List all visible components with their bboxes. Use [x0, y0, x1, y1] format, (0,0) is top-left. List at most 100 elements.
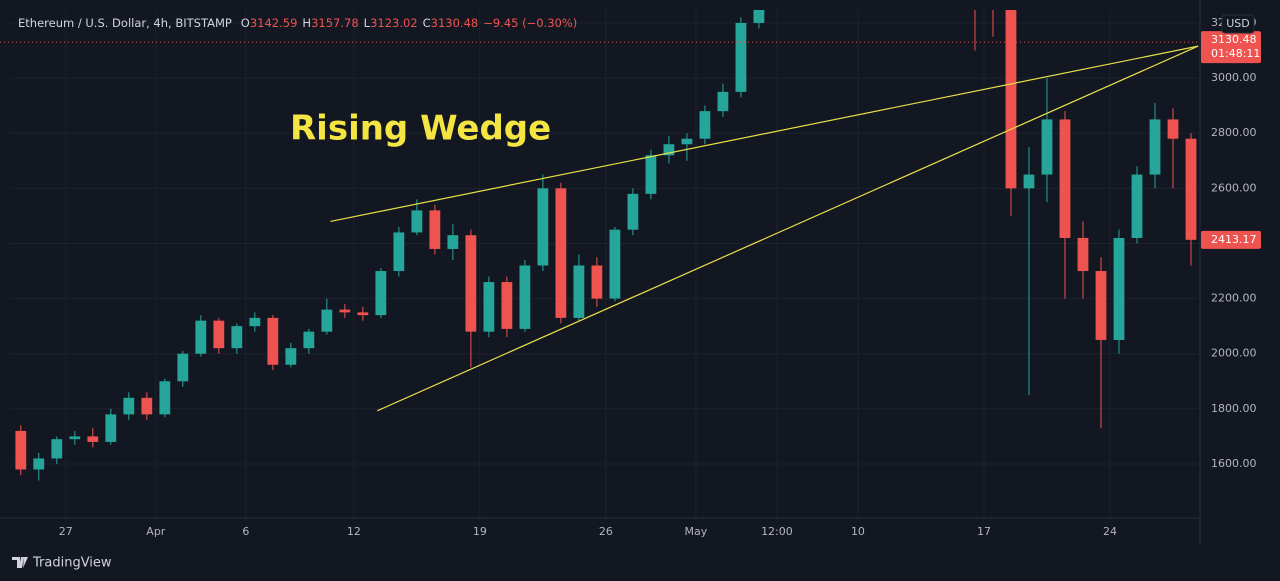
x-tick-label: 17	[977, 525, 991, 538]
candle-body	[231, 326, 243, 349]
candle-body	[33, 458, 45, 470]
candle-body	[51, 439, 63, 459]
currency: USD	[1226, 17, 1250, 30]
candle-body	[87, 436, 99, 442]
trend-line	[330, 45, 1199, 223]
candle-body	[249, 317, 261, 327]
candle-body	[1023, 174, 1035, 189]
candle-body	[1041, 119, 1053, 175]
last-price-label: 2413.17	[1211, 233, 1257, 246]
price-badge-label: 3130.48	[1211, 33, 1257, 46]
annotation: Rising Wedge	[290, 109, 551, 149]
x-tick-label: 24	[1103, 525, 1117, 538]
x-tick-label: 12:00	[761, 525, 793, 538]
candle-body	[267, 317, 279, 365]
candle-body	[717, 91, 729, 112]
candle-body	[1059, 119, 1071, 238]
candle-body	[681, 138, 693, 145]
chart-title: Ethereum / U.S. Dollar, 4h, BITSTAMP	[18, 16, 232, 30]
x-tick-label: 6	[242, 525, 249, 538]
candle-body	[1077, 237, 1089, 272]
candle-body	[177, 353, 189, 382]
candle-body	[195, 320, 207, 354]
candle-body	[105, 414, 117, 442]
ohlc-key: C	[423, 16, 431, 30]
candle-body	[537, 188, 549, 266]
candle-body	[159, 381, 171, 415]
candle-body	[69, 436, 81, 440]
y-tick-label: 2800.00	[1211, 126, 1257, 139]
trend-line	[377, 45, 1199, 412]
candle-body	[1113, 237, 1125, 340]
candle-body	[753, 10, 765, 23]
logo	[12, 557, 28, 568]
candle-body	[1005, 10, 1017, 189]
candle-body	[465, 235, 477, 332]
candle-body	[1185, 138, 1197, 240]
candle-body	[1131, 174, 1143, 238]
candle-body	[1149, 119, 1161, 175]
ohlc-value: 3142.59	[250, 16, 298, 30]
y-tick-label: 2200.00	[1211, 292, 1257, 305]
x-tick-label: 26	[599, 525, 613, 538]
ohlc-key: H	[302, 16, 311, 30]
candle-body	[1095, 271, 1107, 340]
ohlc-value: 3123.02	[370, 16, 418, 30]
candle-body	[141, 397, 153, 415]
candle-body	[645, 155, 657, 194]
price-badge	[1201, 31, 1261, 64]
candle-body	[663, 144, 675, 156]
x-tick-label: May	[685, 525, 708, 538]
candle-body	[573, 265, 585, 318]
candle-body	[483, 282, 495, 332]
candle-body	[123, 397, 135, 415]
x-tick-label: Apr	[146, 525, 166, 538]
candle-body	[699, 111, 711, 139]
candle-body	[591, 265, 603, 299]
candle-body	[1167, 119, 1179, 139]
x-tick-label: 10	[851, 525, 865, 538]
candle-body	[303, 331, 315, 349]
y-tick-label: 2600.00	[1211, 181, 1257, 194]
brand: TradingView	[32, 556, 112, 571]
ohlc-key: L	[364, 16, 371, 30]
change: −9.45 (−0.30%)	[483, 16, 577, 30]
axes: 1600.001800.002000.002200.002400.002600.…	[59, 16, 1257, 538]
candle-body	[519, 265, 531, 329]
currency-box	[1221, 14, 1255, 34]
y-tick-label: 2000.00	[1211, 347, 1257, 360]
y-tick-label: 1600.00	[1211, 457, 1257, 470]
ohlc-value: 3130.48	[431, 16, 479, 30]
x-tick-label: 12	[347, 525, 361, 538]
candle-body	[735, 22, 747, 92]
candle-body	[609, 229, 621, 299]
candle-body	[447, 235, 459, 249]
candle-body	[375, 271, 387, 316]
y-tick-label: 1800.00	[1211, 402, 1257, 415]
x-tick-label: 27	[59, 525, 73, 538]
candle-body	[429, 210, 441, 249]
grid	[10, 10, 1200, 518]
footer	[0, 546, 1280, 581]
ohlc-value: 3157.78	[311, 16, 359, 30]
candle-body	[15, 430, 27, 470]
y-tick-label: 3000.00	[1211, 71, 1257, 84]
candle-body	[411, 210, 423, 233]
candle-body	[285, 348, 297, 365]
candle-body	[627, 193, 639, 230]
candle-body	[357, 312, 369, 316]
plot	[15, 10, 1199, 481]
ohlc-key: O	[241, 16, 250, 30]
candle-body	[213, 320, 225, 349]
candle-body	[339, 309, 351, 313]
header: Ethereum / U.S. Dollar, 4h, BITSTAMP O314…	[18, 16, 577, 30]
countdown: 01:48:11	[1211, 47, 1260, 60]
candle-body	[501, 282, 513, 329]
x-tick-label: 19	[473, 525, 487, 538]
header: Ethereum / U.S. Dollar, 4h, BITSTAMP O314…	[18, 16, 577, 30]
candle-body	[555, 188, 567, 318]
last-price-badge	[1201, 230, 1261, 249]
candle-body	[321, 309, 333, 332]
